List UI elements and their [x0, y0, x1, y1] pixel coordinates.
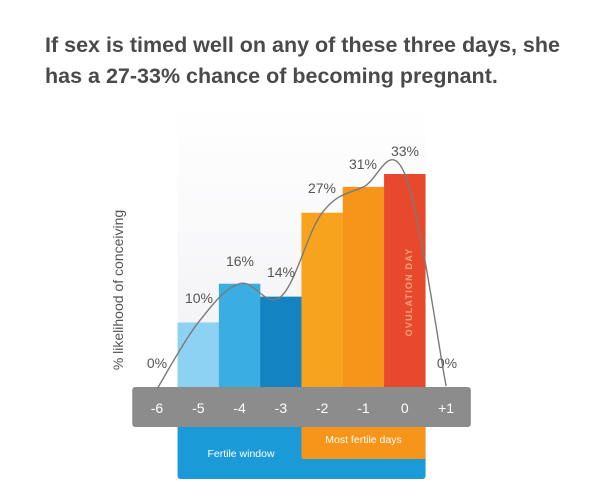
x-tick-label-8: +1: [438, 400, 454, 416]
value-label-day--4: 16%: [226, 253, 254, 269]
x-tick-label-1: -6: [151, 400, 164, 416]
bar-day--4: [218, 283, 261, 387]
chart-title-line-1: If sex is timed well on any of these thr…: [45, 33, 560, 57]
x-tick-label-2: -5: [192, 400, 205, 416]
x-axis-band: [132, 387, 471, 427]
value-label-day--1: 31%: [349, 156, 377, 172]
value-label-day--3: 14%: [267, 264, 295, 280]
value-label-day-0: 33%: [391, 143, 419, 159]
bar-day--1: [342, 186, 385, 387]
x-tick-label-7: 0: [401, 400, 409, 416]
trend-curve: [156, 158, 447, 390]
ovulation-day-label: OVULATION DAY: [404, 248, 414, 337]
chart-title-line-2: has a 27-33% chance of becoming pregnant…: [45, 64, 498, 88]
most-fertile-days-label: Most fertile days: [325, 434, 401, 446]
fertile-window-label: Fertile window: [207, 448, 275, 460]
bar-day--2: [301, 212, 343, 387]
chart-title: If sex is timed well on any of these thr…: [45, 30, 585, 92]
bar-day--3: [260, 296, 302, 387]
x-tick-label-6: -1: [357, 400, 370, 416]
x-tick-label-5: -2: [316, 400, 329, 416]
value-label-day--2: 27%: [308, 180, 336, 196]
bar-day--5: [177, 322, 220, 387]
bar-day-0: [384, 174, 426, 387]
x-tick-label-4: -3: [275, 400, 288, 416]
value-label-day--6: 0%: [147, 355, 167, 371]
value-label-day-+1: 0%: [437, 355, 457, 371]
value-label-day--5: 10%: [185, 290, 213, 306]
x-tick-label-3: -4: [233, 400, 246, 416]
